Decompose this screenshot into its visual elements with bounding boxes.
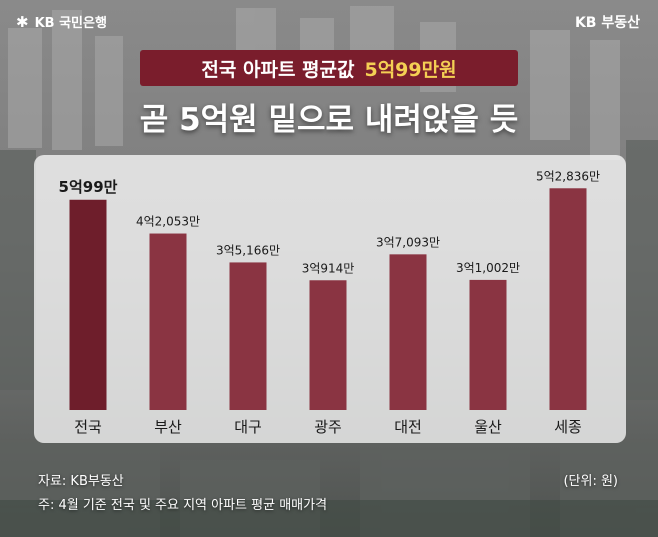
value-label-3: 3억914만 xyxy=(302,261,355,275)
category-label-0: 전국 xyxy=(74,418,102,436)
value-label-6: 5억2,836만 xyxy=(536,169,600,183)
chart-footer: 자료: KB부동산 (단위: 원) 주: 4월 기준 전국 및 주요 지역 아파… xyxy=(38,470,618,518)
headline: 곧 5억원 밑으로 내려앉을 듯 xyxy=(139,102,519,138)
value-label-4: 3억7,093만 xyxy=(376,235,440,249)
banner-highlight: 5억99만원 xyxy=(364,58,457,81)
value-label-1: 4억2,053만 xyxy=(136,215,200,229)
title-banner: 전국 아파트 평균값 5억99만원 xyxy=(140,50,518,86)
value-label-2: 3억5,166만 xyxy=(216,243,280,257)
banner-text: 전국 아파트 평균값 xyxy=(201,58,355,81)
bar-6 xyxy=(549,188,587,410)
category-label-4: 대전 xyxy=(394,418,422,436)
bar-1 xyxy=(149,233,187,410)
bar-4 xyxy=(389,254,427,410)
value-label-0: 5억99만 xyxy=(59,178,118,196)
bar-0 xyxy=(69,199,107,410)
kb-bank-logo: ✱ KB 국민은행 xyxy=(16,12,107,32)
category-label-1: 부산 xyxy=(154,418,182,436)
category-label-2: 대구 xyxy=(234,418,262,436)
bar-2 xyxy=(229,262,267,410)
category-label-6: 세종 xyxy=(554,418,582,436)
bank-name: KB 국민은행 xyxy=(34,16,107,31)
bar-3 xyxy=(309,280,347,410)
bar-5 xyxy=(469,279,507,410)
category-label-5: 울산 xyxy=(474,418,502,436)
source-note: 자료: KB부동산 xyxy=(38,474,124,489)
unit-note: (단위: 원) xyxy=(563,474,618,489)
category-label-3: 광주 xyxy=(314,418,342,436)
footnote: 주: 4월 기준 전국 및 주요 지역 아파트 평균 매매가격 xyxy=(38,498,328,513)
value-label-5: 3억1,002만 xyxy=(456,261,520,275)
kb-real-estate-logo: KB 부동산 xyxy=(574,15,640,31)
kb-star-icon: ✱ xyxy=(16,12,29,31)
